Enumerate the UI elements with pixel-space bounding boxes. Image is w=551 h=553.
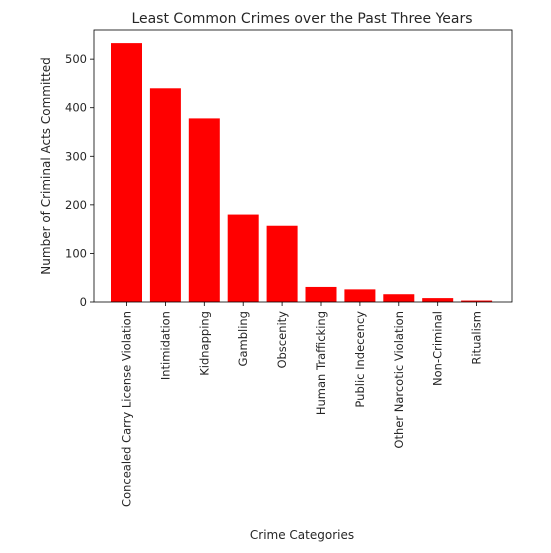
x-tick-label: Intimidation [158, 311, 172, 380]
plot-area-frame [93, 29, 513, 303]
x-tick-label: Concealed Carry License Violation [120, 311, 134, 507]
bar [149, 88, 181, 302]
bars [111, 43, 493, 303]
y-tick-label: 400 [65, 101, 87, 115]
y-tick-label: 100 [65, 246, 87, 260]
y-axis-ticks: 0 100 200 300 400 500 [65, 52, 94, 309]
bar [344, 289, 376, 302]
bar [422, 298, 454, 302]
x-tick-label: Public Indecency [353, 311, 367, 408]
bar [305, 286, 337, 302]
x-tick-label: Gambling [236, 311, 250, 366]
chart-title: Least Common Crimes over the Past Three … [131, 11, 472, 27]
y-tick-label: 200 [65, 198, 87, 212]
y-axis-label: Number of Criminal Acts Committed [39, 57, 53, 274]
bar [188, 118, 220, 303]
x-tick-label: Other Narcotic Violation [392, 311, 406, 449]
bar [111, 43, 142, 303]
x-tick-label: Obscenity [275, 311, 289, 369]
x-axis-ticks: Concealed Carry License Violation Intimid… [120, 302, 484, 507]
bar [383, 294, 415, 302]
x-tick-label: Kidnapping [197, 311, 211, 376]
bar [266, 225, 298, 302]
y-tick-label: 300 [65, 149, 87, 163]
x-tick-label: Non-Criminal [431, 311, 445, 386]
y-tick-label: 0 [80, 295, 87, 309]
bar [461, 300, 493, 302]
bar [227, 214, 259, 302]
x-tick-label: Ritualism [470, 311, 484, 365]
x-tick-label: Human Trafficking [314, 311, 328, 415]
x-axis-label: Crime Categories [250, 528, 354, 542]
y-tick-label: 500 [65, 52, 87, 66]
